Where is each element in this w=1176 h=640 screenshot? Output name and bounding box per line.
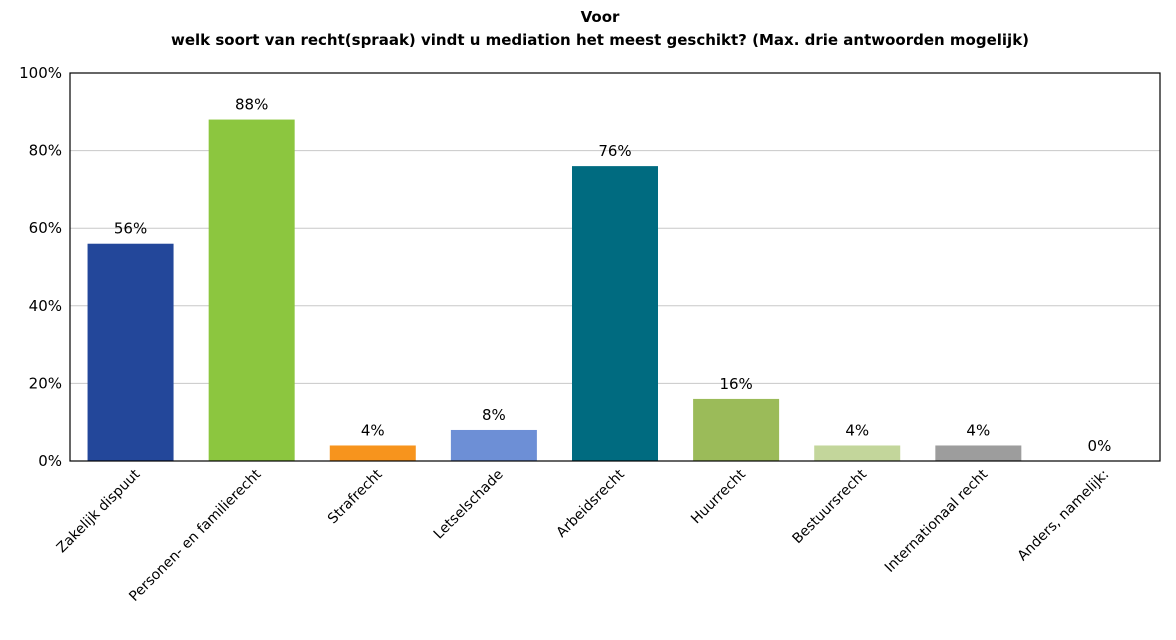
x-tick-label: Personen- en familierecht [126, 466, 265, 605]
y-tick-label: 0% [38, 452, 62, 470]
bar [87, 243, 174, 461]
data-label: 4% [845, 421, 869, 439]
bar [693, 398, 780, 461]
x-tick-label: Letselschade [431, 467, 507, 543]
bar [935, 445, 1022, 461]
data-label: 0% [1088, 437, 1112, 455]
data-label: 56% [114, 220, 147, 238]
data-label: 16% [719, 375, 752, 393]
y-tick-label: 20% [29, 374, 62, 392]
y-axis-ticks: 0% 20% 40% 60% 80% 100% [19, 64, 62, 470]
data-label: 8% [482, 406, 506, 424]
x-tick-label: Internationaal recht [882, 466, 992, 576]
data-label: 76% [598, 142, 631, 160]
x-tick-label: Arbeidsrecht [554, 466, 629, 541]
y-tick-label: 80% [29, 142, 62, 160]
bar [572, 166, 658, 461]
y-tick-label: 100% [19, 64, 62, 82]
bar [329, 445, 416, 461]
x-tick-label: Bestuursrecht [789, 466, 870, 547]
plot-frame [69, 72, 1161, 462]
data-labels: 56% 88% 4% 8% 76% 16% 4% 4% 0% [114, 96, 1111, 455]
data-label: 88% [235, 96, 268, 114]
data-label: 4% [361, 421, 385, 439]
x-tick-label: Zakelijk dispuut [54, 466, 144, 556]
y-tick-label: 60% [29, 219, 62, 237]
bar [450, 429, 537, 461]
bar [208, 119, 295, 461]
x-tick-label: Huurrecht [688, 466, 749, 527]
chart-title-line-2: welk soort van recht(spraak) vindt u med… [171, 31, 1029, 49]
bar [814, 445, 901, 461]
x-tick-label: Strafrecht [325, 466, 386, 527]
y-tick-label: 40% [29, 297, 62, 315]
chart-title-line-1: Voor [581, 8, 620, 26]
data-label: 4% [966, 421, 990, 439]
bars [87, 119, 1022, 461]
x-tick-label: Anders, namelijk: [1015, 467, 1113, 565]
